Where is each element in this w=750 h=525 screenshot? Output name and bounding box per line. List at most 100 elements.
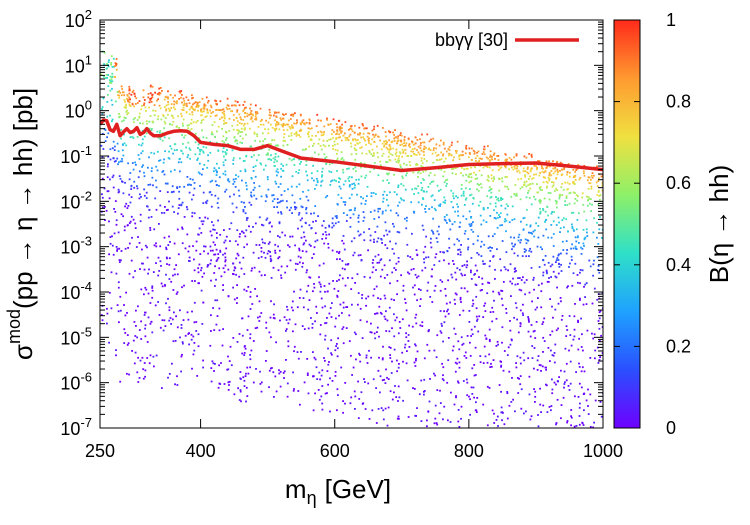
- scatter-point: [178, 204, 181, 206]
- scatter-point: [128, 85, 131, 88]
- scatter-point: [297, 357, 300, 360]
- scatter-point: [259, 162, 262, 165]
- scatter-point: [272, 317, 275, 319]
- scatter-point: [425, 256, 427, 259]
- y-label-rest: (pp → η → hh) [pb]: [8, 88, 38, 309]
- scatter-point: [505, 312, 508, 314]
- scatter-point: [536, 166, 538, 169]
- scatter-point: [432, 232, 435, 235]
- scatter-point: [201, 275, 204, 278]
- scatter-point: [249, 107, 251, 110]
- scatter-point: [564, 381, 566, 384]
- scatter-point: [327, 363, 330, 366]
- scatter-point: [273, 114, 275, 117]
- scatter-point: [216, 130, 218, 133]
- scatter-point: [410, 201, 413, 204]
- scatter-point: [548, 160, 550, 163]
- scatter-point: [321, 385, 324, 387]
- scatter-point: [340, 197, 343, 199]
- scatter-point: [213, 272, 216, 274]
- scatter-point: [128, 101, 131, 104]
- scatter-point: [282, 372, 285, 374]
- scatter-point: [174, 273, 176, 276]
- scatter-point: [358, 178, 360, 181]
- scatter-point: [571, 223, 573, 226]
- scatter-point: [562, 188, 565, 191]
- scatter-point: [173, 268, 176, 271]
- scatter-point: [107, 155, 110, 158]
- scatter-point: [174, 108, 177, 111]
- scatter-point: [163, 136, 166, 139]
- scatter-point: [114, 210, 117, 213]
- scatter-point: [215, 108, 218, 111]
- scatter-point: [499, 360, 502, 363]
- scatter-point: [275, 123, 277, 125]
- scatter-point: [165, 248, 168, 251]
- scatter-point: [133, 105, 135, 108]
- scatter-point: [312, 164, 314, 167]
- scatter-point: [231, 149, 234, 152]
- scatter-point: [274, 243, 277, 246]
- scatter-point: [265, 194, 268, 197]
- scatter-point: [493, 412, 495, 415]
- scatter-point: [462, 380, 465, 382]
- scatter-point: [300, 205, 303, 208]
- scatter-point: [444, 199, 447, 202]
- scatter-point: [265, 350, 268, 352]
- scatter-point: [227, 368, 230, 371]
- scatter-point: [163, 127, 166, 130]
- scatter-point: [268, 158, 271, 160]
- scatter-point: [518, 171, 521, 174]
- scatter-point: [106, 136, 108, 139]
- scatter-point: [414, 316, 417, 319]
- scatter-point: [222, 150, 224, 153]
- scatter-point: [465, 218, 468, 220]
- scatter-point: [300, 351, 302, 353]
- scatter-point: [232, 128, 235, 131]
- scatter-point: [200, 110, 202, 113]
- scatter-point: [599, 198, 601, 201]
- scatter-point: [441, 325, 443, 327]
- scatter-point: [388, 346, 391, 348]
- scatter-point: [189, 122, 192, 125]
- scatter-point: [348, 209, 351, 212]
- scatter-point: [534, 198, 537, 201]
- scatter-point: [249, 333, 252, 336]
- scatter-point: [376, 145, 378, 148]
- scatter-point: [151, 120, 154, 123]
- scatter-point: [526, 239, 529, 242]
- scatter-point: [342, 400, 344, 402]
- scatter-point: [307, 127, 310, 130]
- scatter-point: [329, 184, 332, 186]
- scatter-point: [409, 256, 412, 258]
- scatter-point: [168, 235, 170, 238]
- scatter-point: [353, 182, 355, 185]
- scatter-point: [291, 235, 294, 238]
- scatter-point: [324, 231, 327, 233]
- scatter-point: [557, 254, 560, 257]
- scatter-point: [228, 228, 231, 230]
- scatter-point: [316, 181, 319, 184]
- scatter-point: [197, 109, 199, 112]
- scatter-point: [570, 424, 572, 427]
- scatter-point: [115, 223, 118, 226]
- scatter-point: [285, 319, 288, 321]
- scatter-point: [311, 134, 314, 137]
- scatter-point: [211, 131, 213, 134]
- scatter-point: [140, 196, 142, 198]
- scatter-point: [569, 191, 572, 194]
- scatter-point: [585, 228, 588, 231]
- scatter-point: [373, 168, 376, 170]
- scatter-point: [523, 251, 526, 253]
- scatter-point: [250, 110, 253, 112]
- scatter-point: [449, 228, 452, 231]
- scatter-point: [420, 420, 423, 422]
- scatter-point: [191, 280, 194, 282]
- scatter-point: [371, 271, 374, 274]
- scatter-point: [531, 345, 534, 347]
- scatter-point: [285, 359, 287, 361]
- scatter-point: [271, 367, 273, 369]
- scatter-point: [401, 175, 404, 178]
- scatter-point: [438, 158, 441, 161]
- scatter-point: [112, 186, 115, 189]
